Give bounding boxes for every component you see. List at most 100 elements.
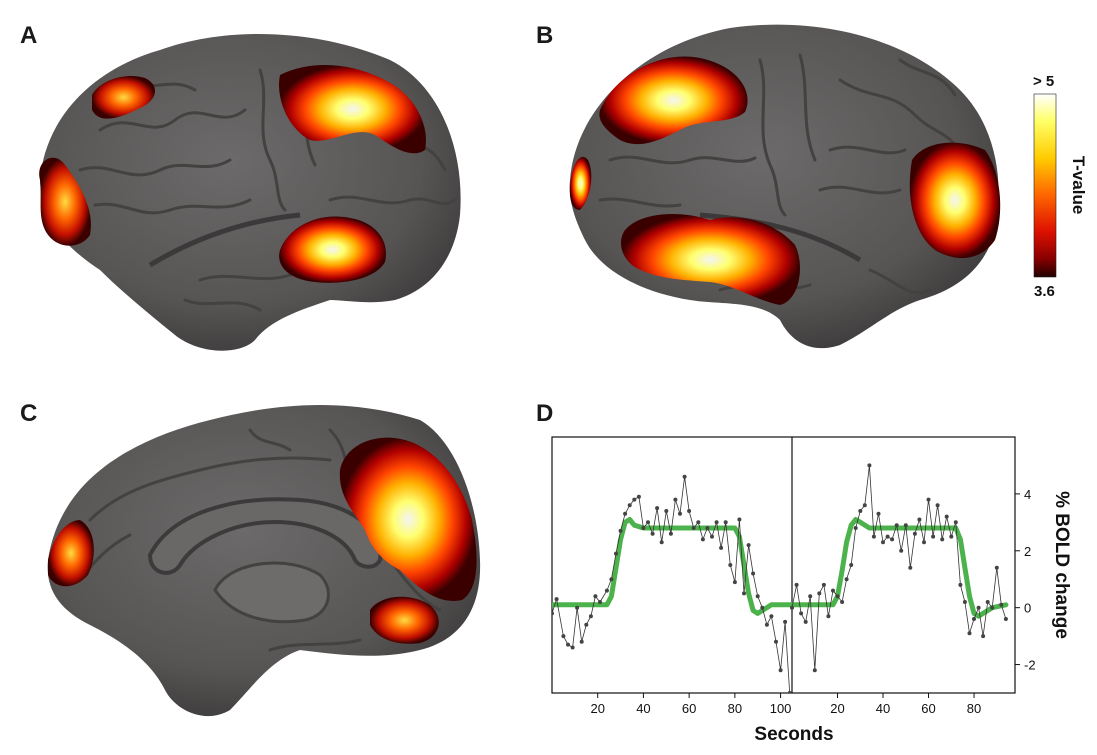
y-tick-label: 0 xyxy=(1024,601,1031,616)
x-tick-label: 80 xyxy=(728,701,742,716)
x-tick-label: 80 xyxy=(967,701,981,716)
measured-data-point xyxy=(552,611,554,616)
brain-c-thalamus xyxy=(213,561,330,624)
brain-a-gyri xyxy=(78,68,457,312)
measured-data-point xyxy=(871,534,876,539)
measured-data-point xyxy=(655,506,660,511)
measured-data-point xyxy=(831,588,835,593)
measured-data-point xyxy=(794,582,799,587)
x-tick-label: 20 xyxy=(590,701,604,716)
brain-c-medial xyxy=(47,404,481,717)
x-tick-label: 60 xyxy=(682,701,696,716)
measured-data-point xyxy=(755,594,760,599)
x-axis-ticks: 20 40 60 80 100 20 40 60 80 xyxy=(590,693,981,716)
measured-data-point xyxy=(940,537,945,542)
measured-data-point xyxy=(935,503,940,508)
measured-data-line-segment-2 xyxy=(791,465,1007,671)
brain-a-activation-frontal-pole xyxy=(39,157,91,246)
measured-data-point xyxy=(710,534,714,539)
measured-data-point xyxy=(912,531,917,536)
measured-data-point xyxy=(604,588,609,593)
measured-data-point xyxy=(799,611,804,616)
measured-data-point xyxy=(967,631,972,636)
brain-a-activation-temporal xyxy=(279,216,386,283)
measured-data-point xyxy=(894,523,899,528)
y-tick-label: 2 xyxy=(1024,544,1031,559)
measured-data-point xyxy=(774,639,778,644)
measured-data-point xyxy=(953,520,958,525)
measured-data-point xyxy=(985,600,990,604)
measured-data-point xyxy=(849,563,854,567)
measured-data-point xyxy=(714,520,719,525)
measured-data-point xyxy=(844,577,849,582)
brain-b-activation-frontal xyxy=(909,142,1001,259)
measured-data-point xyxy=(668,531,673,536)
x-tick-label: 40 xyxy=(876,701,890,716)
measured-data-point xyxy=(632,497,637,502)
brain-b-gyri xyxy=(598,53,967,295)
measured-data-point xyxy=(840,600,845,604)
measured-data-point xyxy=(609,577,614,582)
brain-c-activation-frontal xyxy=(48,520,94,587)
measured-data-point xyxy=(944,514,949,519)
measured-data-point xyxy=(614,551,618,556)
brain-b-activation-temporal xyxy=(620,214,800,305)
measured-data-point xyxy=(890,537,895,542)
measured-data-point xyxy=(881,540,885,545)
measured-data-point xyxy=(769,614,774,619)
measured-data-point xyxy=(696,520,701,525)
measured-data-point xyxy=(593,594,598,599)
measured-data-point xyxy=(1003,617,1008,621)
measured-data-point xyxy=(575,605,580,610)
measured-data-point xyxy=(646,520,650,525)
measured-data-point xyxy=(664,509,669,513)
measured-data-point xyxy=(999,602,1004,607)
measured-data-point xyxy=(949,534,954,539)
measured-data-point xyxy=(579,639,584,644)
measured-data-point xyxy=(673,497,678,502)
panel-label-c: C xyxy=(20,400,38,427)
brain-b-lateral-right xyxy=(569,24,1001,349)
measured-data-point xyxy=(976,605,981,610)
measured-data-point xyxy=(723,520,728,525)
measured-data-point xyxy=(972,617,976,621)
measured-data-point xyxy=(994,565,999,570)
measured-data-point xyxy=(623,511,628,516)
y-axis-label: % BOLD change xyxy=(1051,491,1072,639)
measured-data-point xyxy=(584,622,589,627)
measured-data-point xyxy=(746,543,751,548)
colorbar-gradient xyxy=(1033,93,1057,278)
measured-data-point xyxy=(821,582,826,587)
x-tick-label: 100 xyxy=(770,701,792,716)
measured-data-point xyxy=(787,691,792,693)
measured-data-point xyxy=(876,511,881,516)
measured-data-point xyxy=(931,534,936,539)
measured-data-point xyxy=(691,526,696,530)
brain-c-corpus-callosum xyxy=(147,497,383,575)
measured-data-point xyxy=(687,509,692,513)
brain-a-sylvian-fissure xyxy=(148,212,301,268)
measured-data-point xyxy=(958,582,963,587)
measured-data-point xyxy=(926,497,931,502)
measured-data-point xyxy=(742,591,746,596)
measured-data-point xyxy=(627,503,632,508)
x-tick-label: 60 xyxy=(921,701,935,716)
colorbar-min-label: 3.6 xyxy=(1034,283,1055,300)
measured-data-point xyxy=(636,494,641,499)
measured-data-point xyxy=(903,523,908,528)
measured-data-point xyxy=(737,517,742,522)
measured-data-point xyxy=(598,600,602,604)
series-layer xyxy=(552,463,1009,693)
bold-timeseries-chart: 420-2 20 40 60 80 100 20 40 60 80 Seconds % BOLD… xyxy=(551,436,1072,745)
brain-b-activation-occipital xyxy=(569,156,592,210)
measured-data-point xyxy=(566,642,570,647)
model-fit-line-segment-1 xyxy=(552,517,795,616)
measured-data-point xyxy=(803,619,808,624)
measured-data-point xyxy=(853,526,858,530)
brain-a-cortex xyxy=(40,33,461,351)
measured-data-point xyxy=(705,526,710,530)
y-tick-label: -2 xyxy=(1024,658,1036,673)
measured-data-point xyxy=(732,580,737,585)
colorbar-max-label: > 5 xyxy=(1033,73,1054,90)
measured-data-point xyxy=(678,511,682,516)
